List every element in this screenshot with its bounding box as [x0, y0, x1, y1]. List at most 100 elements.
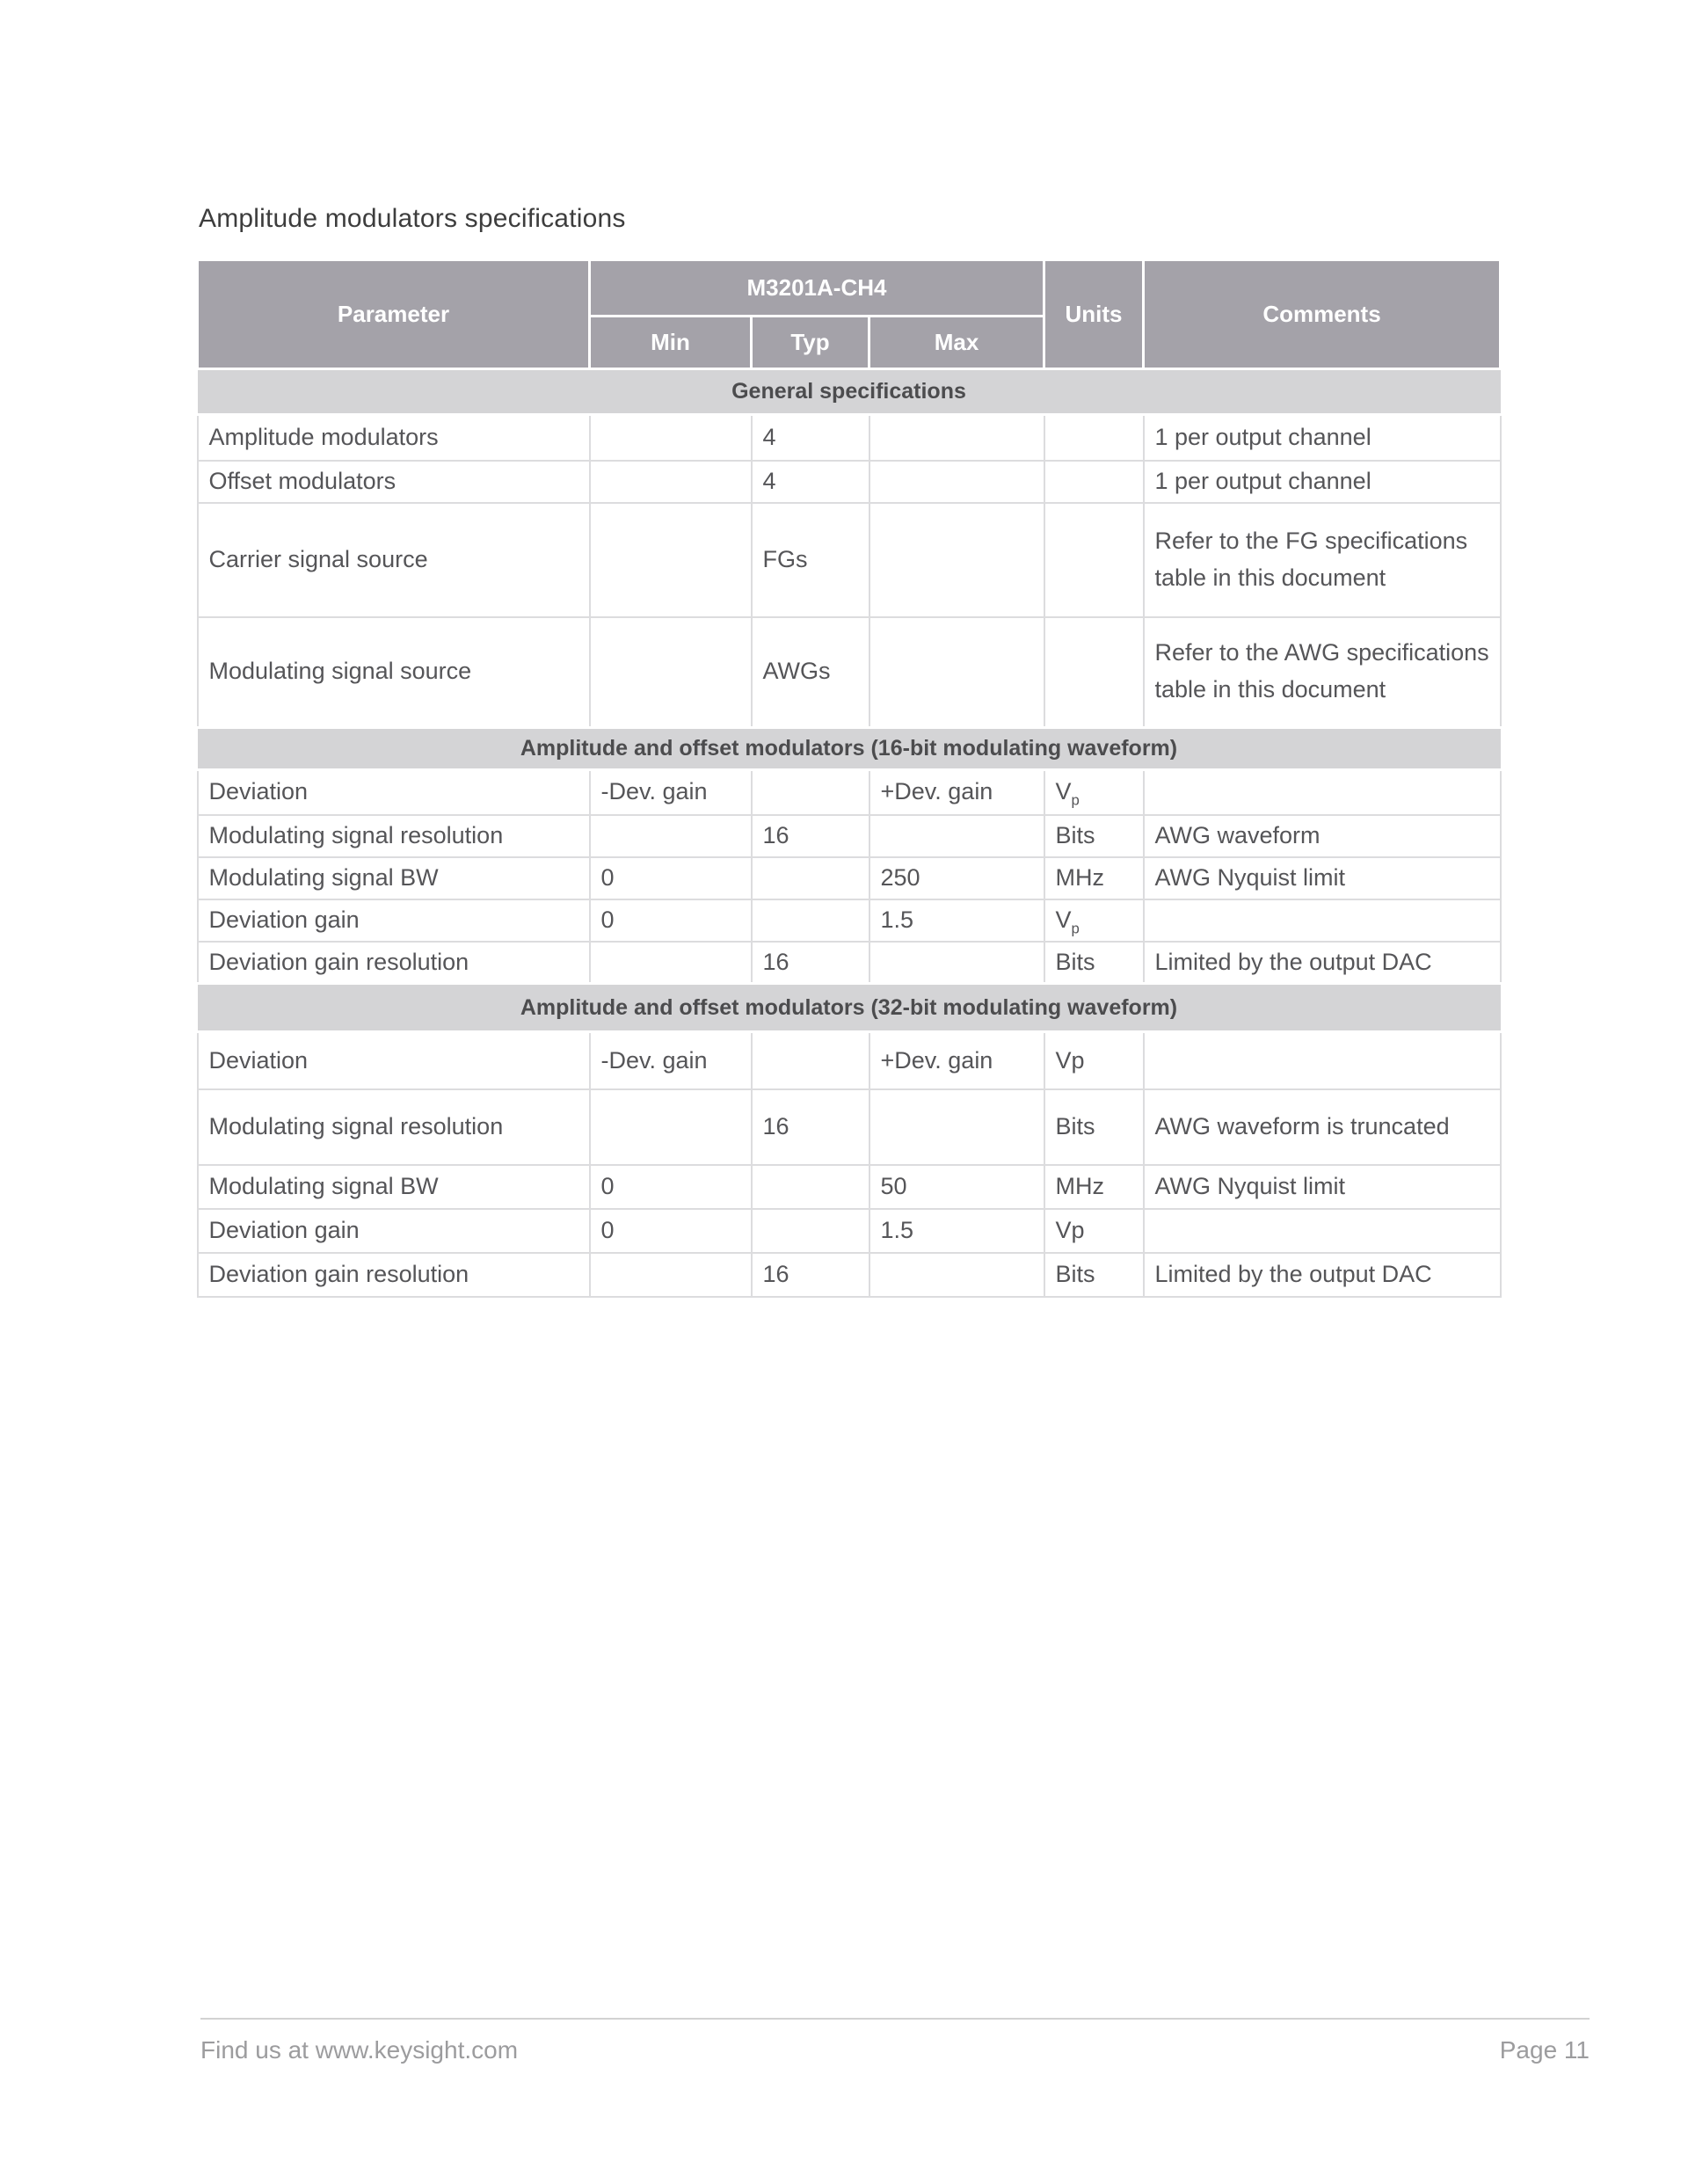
- min-cell: [588, 501, 753, 618]
- footer-website-link[interactable]: Find us at www.keysight.com: [200, 2036, 519, 2064]
- units-cell: Bits: [1043, 813, 1145, 858]
- max-cell: [868, 1251, 1045, 1298]
- table-row: Modulating signal source AWGs Refer to t…: [196, 615, 1502, 729]
- max-cell: [868, 501, 1045, 618]
- max-cell: [868, 615, 1045, 729]
- table-row: Deviation gain 0 1.5 Vp: [196, 1207, 1502, 1254]
- max-cell: [868, 459, 1045, 504]
- min-cell: 0: [588, 898, 753, 943]
- table-row: Modulating signal resolution 16 Bits AWG…: [196, 813, 1502, 858]
- min-cell: [588, 615, 753, 729]
- units-cell: Bits: [1043, 940, 1145, 985]
- table-row: Deviation gain resolution 16 Bits Limite…: [196, 1251, 1502, 1298]
- parameter-cell: Deviation gain resolution: [196, 1251, 591, 1298]
- units-cell: MHz: [1043, 1163, 1145, 1210]
- max-cell: [868, 940, 1045, 985]
- typ-cell: [750, 1163, 870, 1210]
- section-label: Amplitude and offset modulators (32-bit …: [197, 982, 1501, 1034]
- parameter-cell: Modulating signal BW: [196, 1163, 591, 1210]
- table-row: Deviation gain resolution 16 Bits Limite…: [196, 940, 1502, 985]
- min-cell: -Dev. gain: [588, 768, 753, 816]
- comments-cell: [1142, 1030, 1502, 1090]
- header-max: Max: [868, 315, 1045, 370]
- footer-divider: [200, 2018, 1590, 2020]
- typ-cell: [750, 768, 870, 816]
- max-cell: +Dev. gain: [868, 768, 1045, 816]
- footer-page-number: Page 11: [1499, 2036, 1590, 2064]
- comments-cell: 1 per output channel: [1142, 413, 1502, 462]
- comments-cell: Refer to the AWG specifications table in…: [1142, 615, 1502, 729]
- header-units: Units: [1043, 258, 1145, 370]
- parameter-cell: Deviation gain: [196, 1207, 591, 1254]
- comments-cell: Limited by the output DAC: [1142, 1251, 1502, 1298]
- units-cell: [1043, 459, 1145, 504]
- min-cell: [588, 413, 753, 462]
- table-row: Carrier signal source FGs Refer to the F…: [196, 501, 1502, 618]
- comments-cell: Refer to the FG specifications table in …: [1142, 501, 1502, 618]
- unit-subscript: p: [1071, 791, 1080, 809]
- parameter-cell: Modulating signal resolution: [196, 1088, 591, 1166]
- typ-cell: 16: [750, 1251, 870, 1298]
- units-cell: [1043, 501, 1145, 618]
- table-row: Modulating signal resolution 16 Bits AWG…: [196, 1088, 1502, 1166]
- typ-cell: 16: [750, 940, 870, 985]
- typ-cell: 16: [750, 813, 870, 858]
- comments-cell: 1 per output channel: [1142, 459, 1502, 504]
- table-row: Offset modulators 4 1 per output channel: [196, 459, 1502, 504]
- specifications-table: Parameter M3201A-CH4 Units Comments Min …: [196, 258, 1502, 1298]
- units-cell: MHz: [1043, 855, 1145, 900]
- comments-cell: [1142, 1207, 1502, 1254]
- units-cell: [1043, 615, 1145, 729]
- comments-cell: [1142, 898, 1502, 943]
- units-cell: [1043, 413, 1145, 462]
- max-cell: 50: [868, 1163, 1045, 1210]
- page-title: Amplitude modulators specifications: [199, 204, 626, 233]
- section-label: Amplitude and offset modulators (16-bit …: [197, 726, 1501, 771]
- typ-cell: [750, 855, 870, 900]
- typ-cell: FGs: [750, 501, 870, 618]
- parameter-cell: Offset modulators: [196, 459, 591, 504]
- parameter-cell: Amplitude modulators: [196, 413, 591, 462]
- parameter-cell: Modulating signal source: [196, 615, 591, 729]
- comments-cell: AWG Nyquist limit: [1142, 855, 1502, 900]
- min-cell: [588, 459, 753, 504]
- header-model-group: M3201A-CH4: [588, 258, 1045, 317]
- table-row: Modulating signal BW 0 250 MHz AWG Nyqui…: [196, 855, 1502, 900]
- typ-cell: [750, 1030, 870, 1090]
- units-cell: Vp: [1043, 768, 1145, 816]
- header-row-minmax: Min Typ Max: [198, 315, 1501, 370]
- min-cell: -Dev. gain: [588, 1030, 753, 1090]
- typ-cell: 16: [750, 1088, 870, 1166]
- header-comments: Comments: [1142, 258, 1502, 370]
- parameter-cell: Deviation gain resolution: [196, 940, 591, 985]
- header-parameter: Parameter: [196, 258, 591, 370]
- typ-cell: 4: [750, 413, 870, 462]
- max-cell: [868, 413, 1045, 462]
- units-cell: Vp: [1043, 898, 1145, 943]
- comments-cell: AWG waveform: [1142, 813, 1502, 858]
- header-min: Min: [588, 315, 753, 370]
- header-typ: Typ: [750, 315, 870, 370]
- unit-base: V: [1055, 778, 1072, 805]
- min-cell: [588, 1088, 753, 1166]
- parameter-cell: Deviation: [196, 768, 591, 816]
- min-cell: 0: [588, 1207, 753, 1254]
- min-cell: [588, 1251, 753, 1298]
- section-row: Amplitude and offset modulators (16-bit …: [197, 726, 1501, 771]
- typ-cell: [750, 898, 870, 943]
- comments-cell: AWG Nyquist limit: [1142, 1163, 1502, 1210]
- parameter-cell: Carrier signal source: [196, 501, 591, 618]
- table-row: Amplitude modulators 4 1 per output chan…: [196, 413, 1502, 462]
- min-cell: [588, 813, 753, 858]
- unit-subscript: p: [1071, 919, 1080, 936]
- comments-cell: AWG waveform is truncated: [1142, 1088, 1502, 1166]
- max-cell: 1.5: [868, 1207, 1045, 1254]
- min-cell: 0: [588, 855, 753, 900]
- max-cell: 250: [868, 855, 1045, 900]
- units-cell: Bits: [1043, 1251, 1145, 1298]
- section-row: General specifications: [197, 368, 1501, 416]
- min-cell: 0: [588, 1163, 753, 1210]
- max-cell: +Dev. gain: [868, 1030, 1045, 1090]
- max-cell: [868, 813, 1045, 858]
- unit-base: V: [1055, 906, 1072, 933]
